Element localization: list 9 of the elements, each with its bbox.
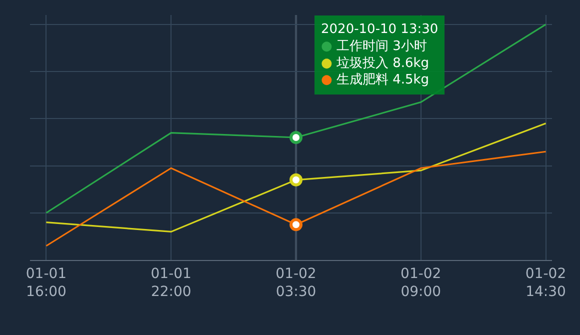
x-tick-label: 01-01 22:00 — [150, 266, 192, 300]
x-tick-label: 01-02 03:30 — [276, 266, 316, 300]
annotation: 2020-10-10 13:30 — [321, 22, 438, 37]
x-tick-label: 01-01 16:00 — [26, 266, 67, 300]
annotation: ● 垃圾投入 8.6kg — [321, 56, 430, 71]
x-tick-label: 01-02 14:30 — [525, 266, 566, 300]
annotation: ● 生成肥料 4.5kg — [321, 72, 430, 88]
annotation: ● 工作时间 3小时 — [321, 38, 427, 54]
x-tick-label: 01-02 09:00 — [400, 266, 442, 300]
